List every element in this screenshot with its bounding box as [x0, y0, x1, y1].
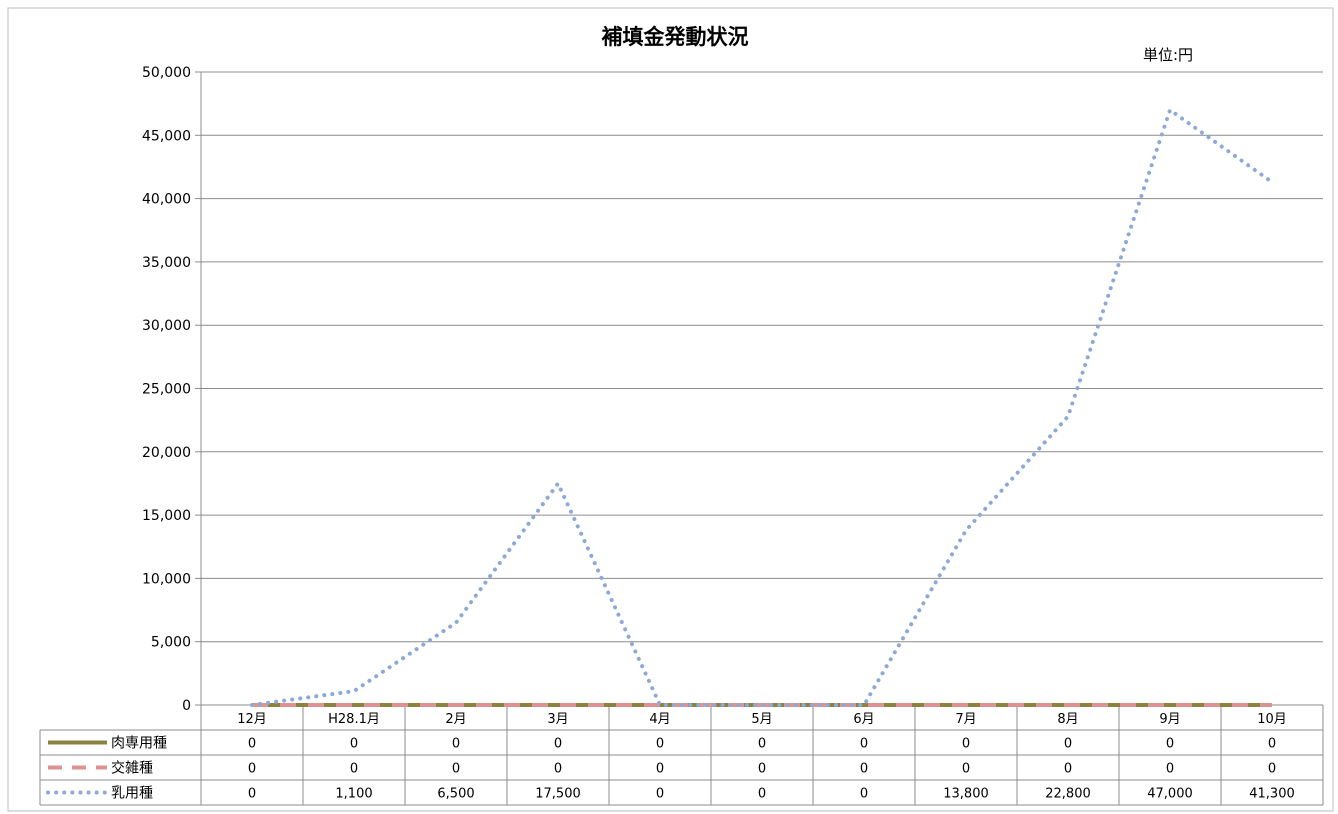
legend-series-name: 乳用種 — [111, 786, 153, 802]
legend-series-name: 肉専用種 — [111, 736, 167, 752]
chart-title: 補填金発動状況 — [601, 25, 749, 49]
x-category-label: 5月 — [751, 712, 772, 727]
x-category-label: 8月 — [1057, 712, 1078, 727]
x-category-label: 2月 — [445, 712, 466, 727]
table-cell-value: 0 — [656, 762, 664, 777]
y-tick-label: 15,000 — [142, 508, 191, 524]
table-cell-value: 0 — [248, 737, 256, 752]
table-cell-value: 0 — [248, 762, 256, 777]
y-tick-label: 25,000 — [142, 382, 191, 398]
legend-row: 交雑種 0 0 0 0 0 0 0 0 0 0 0 — [48, 760, 1276, 777]
x-category-label: 12月 — [237, 712, 267, 727]
x-category-label: 10月 — [1257, 712, 1287, 727]
y-tick-label: 30,000 — [142, 318, 191, 334]
table-cell-value: 0 — [350, 737, 358, 752]
table-cell-value: 0 — [962, 737, 970, 752]
table-cell-value: 0 — [1166, 737, 1174, 752]
x-category-label: 7月 — [955, 712, 976, 727]
table-cell-value: 0 — [656, 787, 664, 802]
table-cell-value: 13,800 — [943, 787, 989, 802]
y-axis-ticks: 0 5,000 10,000 15,000 20,000 25,000 30,000 35,0… — [142, 65, 201, 714]
table-cell-value: 0 — [656, 737, 664, 752]
table-cell-value: 0 — [1064, 762, 1072, 777]
table-cell-value: 0 — [1166, 762, 1174, 777]
y-tick-label: 35,000 — [142, 255, 191, 271]
table-cell-value: 0 — [452, 762, 460, 777]
table-cell-value: 0 — [1268, 737, 1276, 752]
legend-row: 肉専用種 0 0 0 0 0 0 0 0 0 0 0 — [48, 736, 1276, 752]
series-lines — [250, 108, 1274, 707]
table-cell-value: 0 — [554, 762, 562, 777]
table-cell-value: 6,500 — [437, 787, 474, 802]
x-category-label: 9月 — [1159, 712, 1180, 727]
table-cell-value: 0 — [758, 762, 766, 777]
legend-series-name: 交雑種 — [111, 760, 153, 777]
y-tick-label: 45,000 — [142, 128, 191, 144]
table-cell-value: 0 — [962, 762, 970, 777]
table-cell-value: 0 — [860, 787, 868, 802]
gridlines — [200, 71, 1323, 705]
y-tick-label: 20,000 — [142, 445, 191, 461]
y-tick-label: 40,000 — [142, 192, 191, 208]
table-cell-value: 0 — [452, 737, 460, 752]
x-category-label: H28.1月 — [328, 712, 380, 727]
table-cell-value: 0 — [1064, 737, 1072, 752]
table-cell-value: 22,800 — [1045, 787, 1091, 802]
x-category-label: 6月 — [853, 712, 874, 727]
table-cell-value: 47,000 — [1147, 787, 1193, 802]
table-cell-value: 1,100 — [335, 787, 372, 802]
table-cell-value: 0 — [758, 737, 766, 752]
unit-label: 単位:円 — [1143, 46, 1193, 64]
table-cell-value: 0 — [1268, 762, 1276, 777]
chart-area-border — [7, 7, 1334, 812]
table-cell-value: 0 — [860, 762, 868, 777]
table-cell-value: 41,300 — [1249, 787, 1295, 802]
table-cell-value: 0 — [758, 787, 766, 802]
y-tick-label: 0 — [182, 698, 191, 714]
table-cell-value: 0 — [554, 737, 562, 752]
table-cell-value: 17,500 — [535, 787, 581, 802]
y-tick-label: 5,000 — [151, 635, 191, 651]
x-category-label: 4月 — [649, 712, 670, 727]
table-cell-value: 0 — [860, 737, 868, 752]
table-cell-value: 0 — [350, 762, 358, 777]
table-cell-value: 0 — [248, 787, 256, 802]
x-category-label: 3月 — [547, 712, 568, 727]
legend-row: 乳用種 0 1,100 6,500 17,500 0 0 0 13,800 22,800 47,00… — [46, 786, 1295, 802]
y-tick-label: 50,000 — [142, 65, 191, 81]
y-tick-label: 10,000 — [142, 571, 191, 587]
